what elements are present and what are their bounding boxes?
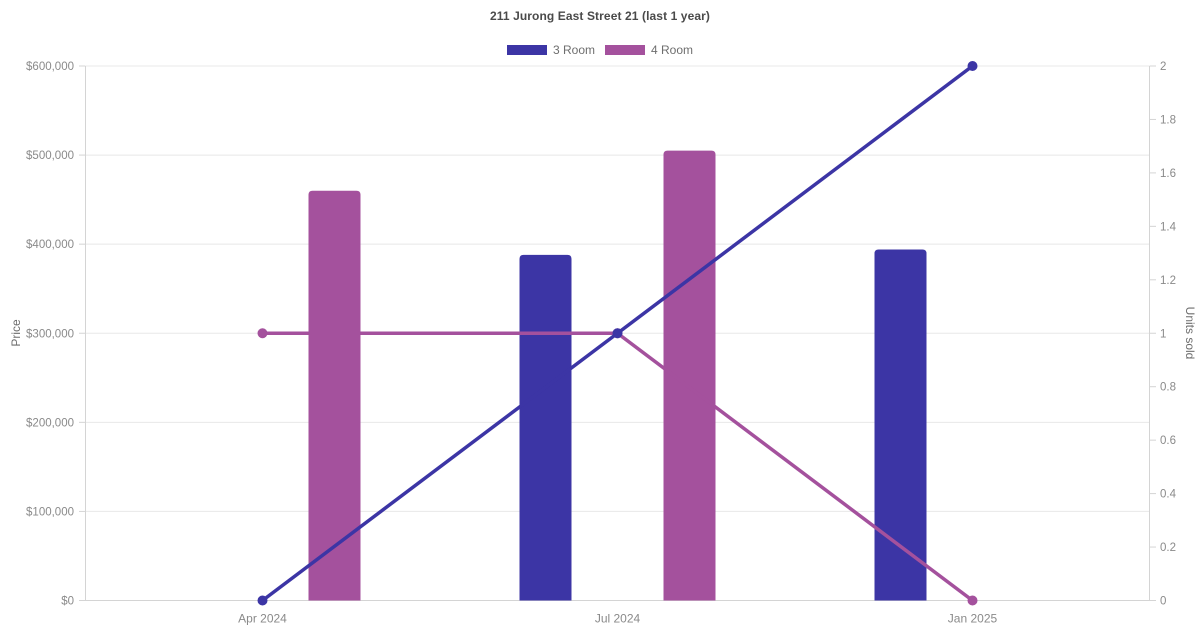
legend-label-4-room: 4 Room (651, 43, 694, 57)
point-4-room-apr-2024[interactable] (257, 328, 268, 339)
x-tick-label-jul-2024: Jul 2024 (595, 612, 641, 626)
bar-4-room-jul-2024[interactable] (663, 150, 716, 601)
right-tick-label: 2 (1160, 61, 1166, 73)
legend-swatch-3-room (506, 45, 547, 55)
left-tick-label: $200,000 (26, 417, 74, 429)
line-4-room (260, 331, 975, 603)
right-tick-label: 1 (1160, 328, 1166, 340)
point-3-room-jul-2024[interactable] (612, 328, 623, 339)
bar-3-room-jul-2024[interactable] (519, 254, 572, 601)
left-tick-label: $0 (61, 596, 74, 608)
x-tick-label-apr-2024: Apr 2024 (238, 612, 287, 626)
legend-item-4-room[interactable]: 4 Room (605, 43, 693, 57)
right-tick-label: 0.8 (1160, 382, 1176, 394)
bar-4-room-apr-2024[interactable] (308, 190, 361, 601)
right-tick-label: 0.2 (1160, 542, 1176, 554)
point-3-room-jan-2025[interactable] (967, 61, 978, 71)
point-4-room-jan-2025[interactable] (967, 595, 978, 606)
chart-legend: 3 Room 4 Room (0, 43, 1200, 57)
left-axis-title: Price (9, 319, 23, 347)
left-tick-label: $300,000 (26, 328, 74, 340)
legend-label-3-room: 3 Room (552, 43, 595, 57)
x-tick-label-jan-2025: Jan 2025 (948, 612, 998, 626)
left-tick-label: $400,000 (26, 239, 74, 251)
left-tick-label: $500,000 (26, 150, 74, 162)
right-tick-label: 0 (1160, 596, 1166, 608)
right-tick-label: 1.4 (1160, 221, 1177, 233)
right-tick-label: 0.6 (1160, 435, 1176, 447)
right-tick-label: 1.2 (1160, 275, 1176, 287)
bar-3-room-jan-2025[interactable] (874, 249, 927, 601)
right-axis-title: Units sold (1183, 307, 1197, 360)
left-tick-label: $100,000 (26, 506, 74, 518)
legend-swatch-4-room (605, 45, 645, 55)
right-tick-label: 1.8 (1160, 114, 1176, 126)
legend-item-3-room[interactable]: 3 Room (506, 43, 595, 57)
right-tick-label: 1.6 (1160, 168, 1176, 180)
chart-title: 211 Jurong East Street 21 (last 1 year) (489, 9, 710, 23)
point-3-room-apr-2024[interactable] (257, 595, 268, 606)
left-tick-label: $600,000 (26, 61, 74, 73)
right-tick-label: 0.4 (1160, 489, 1177, 501)
